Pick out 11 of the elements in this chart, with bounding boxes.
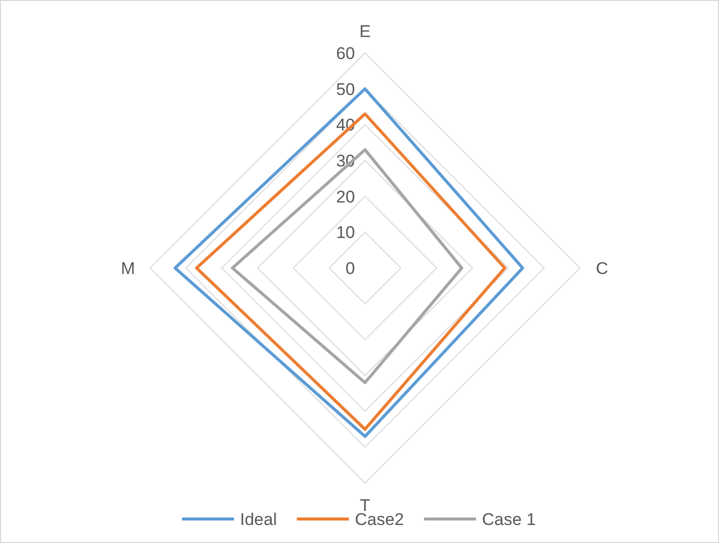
y-tick-label: 50 [336, 80, 355, 99]
legend-label: Case2 [354, 510, 404, 529]
y-tick-label: 0 [346, 258, 355, 278]
y-tick-label: 20 [336, 187, 355, 206]
y-tick-label: 60 [336, 44, 355, 63]
spoke-label: C [596, 258, 608, 278]
legend-label: Ideal [240, 510, 277, 529]
legend-label: Case 1 [482, 510, 536, 529]
spoke-label: E [359, 22, 371, 41]
spoke-label: M [120, 258, 136, 278]
y-tick-label: 10 [336, 223, 355, 242]
